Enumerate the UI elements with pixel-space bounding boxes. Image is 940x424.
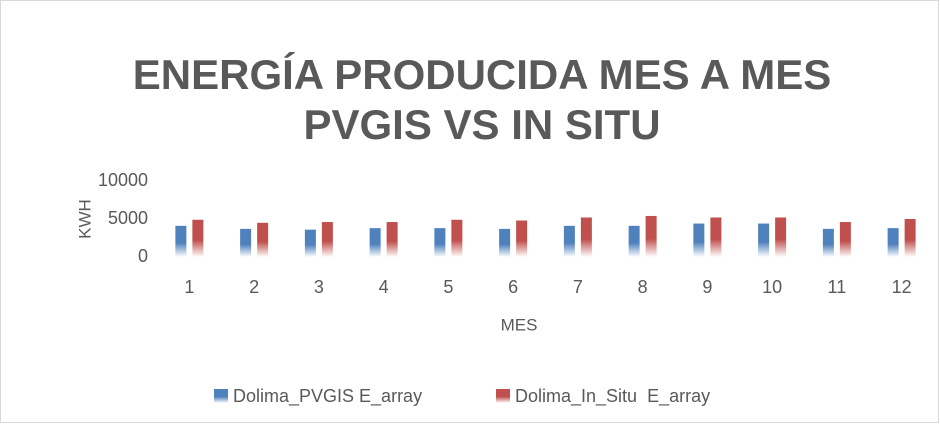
x-tick-label: 1 xyxy=(184,277,194,297)
bar xyxy=(499,228,511,257)
bar xyxy=(758,223,770,257)
bar xyxy=(240,228,252,257)
legend-label: Dolima_In_Situ E_array xyxy=(515,386,710,407)
x-axis-label: MES xyxy=(501,315,538,334)
bar xyxy=(628,225,640,257)
x-tick-label: 6 xyxy=(508,277,518,297)
y-axis-label: KWH xyxy=(75,199,94,239)
legend-swatch xyxy=(496,389,510,403)
chart-title: ENERGÍA PRODUCIDA MES A MES xyxy=(133,51,832,98)
x-tick-label: 3 xyxy=(314,277,324,297)
bar xyxy=(887,228,899,257)
x-tick-label: 7 xyxy=(573,277,583,297)
bar xyxy=(451,219,463,257)
bar xyxy=(904,219,916,257)
bar xyxy=(321,222,333,257)
bar xyxy=(775,217,787,257)
x-tick-label: 8 xyxy=(638,277,648,297)
bar xyxy=(710,217,722,257)
bar xyxy=(516,220,528,257)
bar xyxy=(580,217,592,257)
x-tick-label: 9 xyxy=(702,277,712,297)
x-tick-label: 10 xyxy=(762,277,782,297)
bar xyxy=(822,228,834,257)
x-tick-label: 12 xyxy=(892,277,912,297)
bar xyxy=(257,222,269,257)
x-tick-label: 4 xyxy=(379,277,389,297)
x-tick-label: 11 xyxy=(828,277,847,297)
y-tick-label: 0 xyxy=(138,246,148,266)
bar xyxy=(839,222,851,257)
x-tick-label: 2 xyxy=(249,277,259,297)
legend-label: Dolima_PVGIS E_array xyxy=(233,386,422,407)
bar xyxy=(693,223,705,257)
x-tick-label: 5 xyxy=(443,277,453,297)
bar xyxy=(175,225,187,257)
bar xyxy=(386,222,398,257)
legend-swatch xyxy=(214,389,228,403)
bar xyxy=(563,225,575,257)
bar xyxy=(645,215,657,257)
bar xyxy=(434,228,446,257)
y-tick-label: 5000 xyxy=(108,208,148,228)
bar xyxy=(304,229,316,257)
y-tick-label: 10000 xyxy=(98,170,148,190)
bar xyxy=(369,228,381,257)
chart-title: PVGIS VS IN SITU xyxy=(303,101,660,148)
bar xyxy=(192,219,204,257)
